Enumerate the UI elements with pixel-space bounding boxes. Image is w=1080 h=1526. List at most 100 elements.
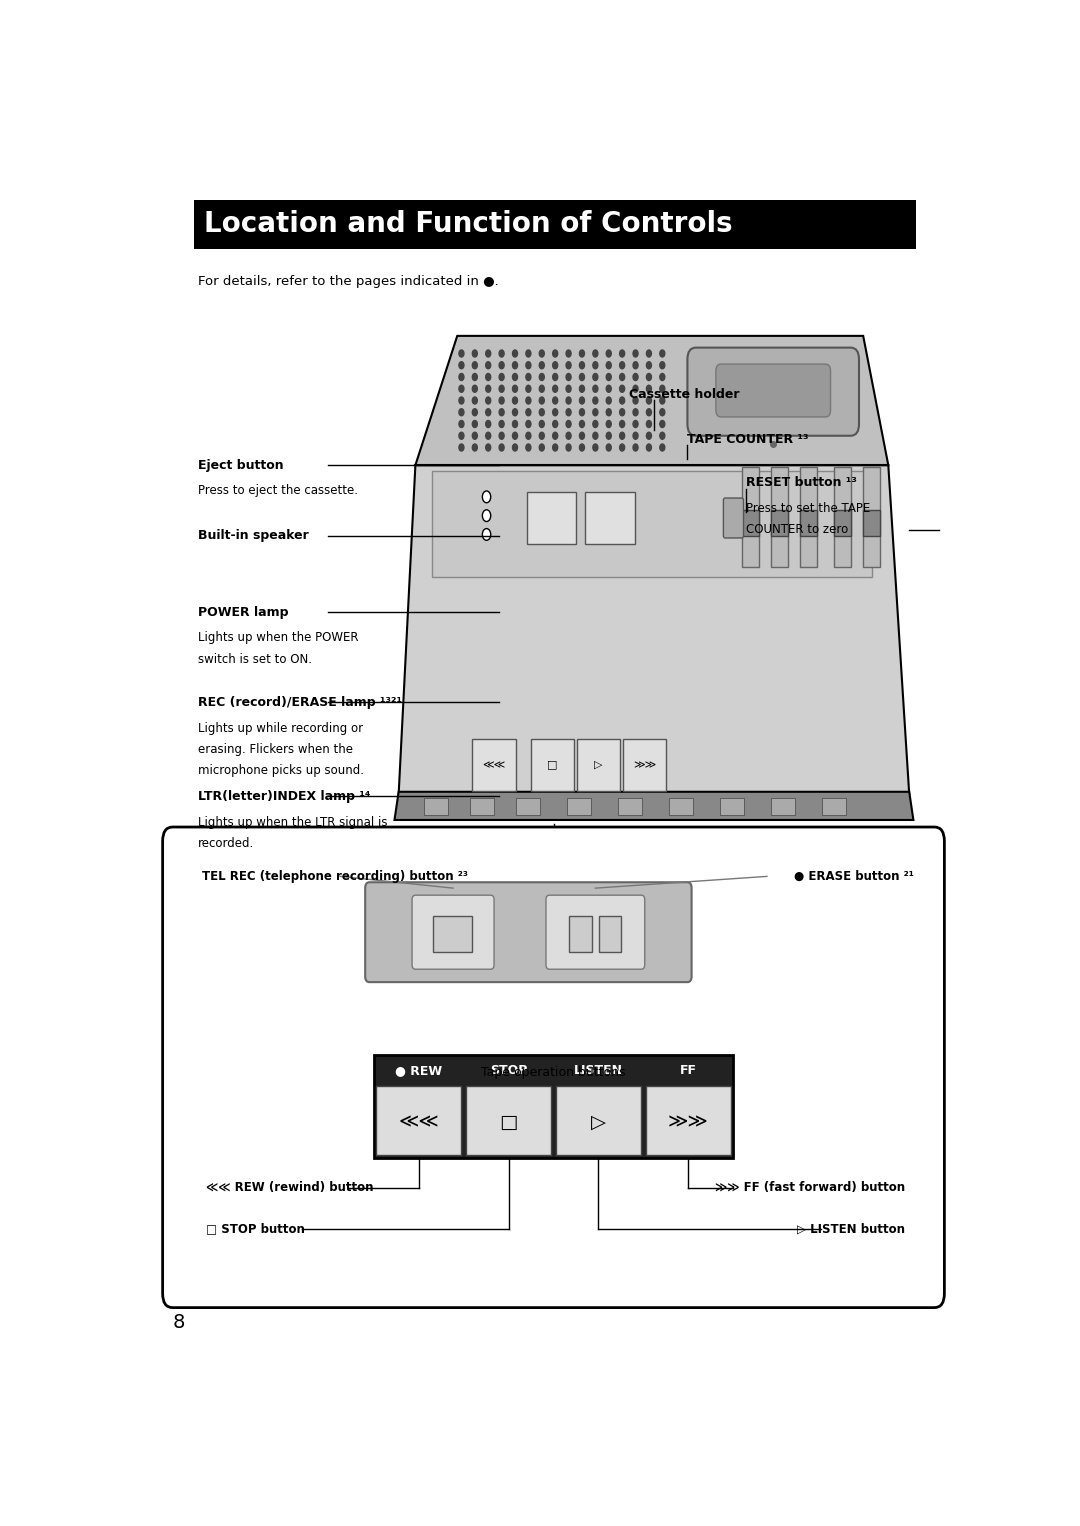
Circle shape (606, 385, 611, 392)
Text: switch is set to ON.: switch is set to ON. (198, 653, 312, 665)
Circle shape (566, 421, 571, 427)
Circle shape (580, 349, 584, 357)
Circle shape (539, 432, 544, 439)
Text: TAPE COUNTER ¹³: TAPE COUNTER ¹³ (688, 433, 809, 446)
Circle shape (606, 444, 611, 452)
Circle shape (580, 362, 584, 369)
Circle shape (606, 374, 611, 380)
Circle shape (472, 421, 477, 427)
Text: □ STOP button: □ STOP button (206, 1222, 305, 1236)
FancyBboxPatch shape (716, 365, 831, 417)
FancyBboxPatch shape (569, 916, 592, 952)
Circle shape (483, 491, 490, 502)
Circle shape (472, 385, 477, 392)
Text: ≪≪: ≪≪ (399, 1112, 438, 1131)
Circle shape (647, 349, 651, 357)
Circle shape (553, 362, 557, 369)
FancyBboxPatch shape (863, 510, 880, 536)
FancyBboxPatch shape (724, 497, 743, 539)
Circle shape (526, 349, 531, 357)
Circle shape (606, 362, 611, 369)
FancyBboxPatch shape (585, 493, 635, 543)
Text: RESET button ¹³: RESET button ¹³ (746, 476, 856, 490)
Circle shape (486, 397, 490, 404)
Bar (670, 798, 692, 815)
Circle shape (499, 397, 504, 404)
Circle shape (472, 362, 477, 369)
Circle shape (499, 349, 504, 357)
Polygon shape (394, 792, 914, 819)
Circle shape (459, 397, 464, 404)
Circle shape (647, 362, 651, 369)
FancyBboxPatch shape (365, 882, 691, 983)
Text: □: □ (499, 1112, 517, 1131)
Text: ● REW: ● REW (395, 1064, 442, 1077)
Circle shape (566, 444, 571, 452)
Circle shape (606, 397, 611, 404)
Circle shape (459, 409, 464, 415)
Circle shape (526, 421, 531, 427)
Circle shape (513, 397, 517, 404)
Circle shape (606, 349, 611, 357)
Circle shape (593, 385, 598, 392)
Circle shape (539, 421, 544, 427)
Circle shape (553, 374, 557, 380)
Text: □: □ (548, 760, 558, 769)
FancyBboxPatch shape (531, 739, 575, 790)
Circle shape (660, 421, 665, 427)
Circle shape (633, 349, 638, 357)
Circle shape (660, 409, 665, 415)
Text: Built-in speaker: Built-in speaker (198, 530, 309, 542)
FancyBboxPatch shape (527, 493, 576, 543)
Circle shape (526, 409, 531, 415)
Circle shape (593, 409, 598, 415)
Circle shape (483, 510, 490, 522)
Circle shape (647, 444, 651, 452)
FancyBboxPatch shape (413, 896, 494, 969)
Circle shape (472, 374, 477, 380)
Circle shape (566, 432, 571, 439)
Text: LTR(letter)INDEX lamp ¹⁴: LTR(letter)INDEX lamp ¹⁴ (198, 790, 370, 803)
Circle shape (620, 432, 624, 439)
Circle shape (486, 444, 490, 452)
FancyBboxPatch shape (623, 739, 666, 790)
Circle shape (513, 421, 517, 427)
Bar (618, 798, 642, 815)
Circle shape (472, 397, 477, 404)
Text: Lights up when the LTR signal is: Lights up when the LTR signal is (198, 816, 388, 829)
Text: LISTEN: LISTEN (573, 1064, 623, 1077)
FancyBboxPatch shape (163, 827, 944, 1308)
Text: REC (record)/ERASE lamp ¹³²¹: REC (record)/ERASE lamp ¹³²¹ (198, 696, 402, 710)
Circle shape (526, 374, 531, 380)
Circle shape (553, 385, 557, 392)
Circle shape (486, 362, 490, 369)
FancyBboxPatch shape (771, 510, 788, 536)
Circle shape (472, 444, 477, 452)
Bar (424, 798, 447, 815)
Circle shape (620, 362, 624, 369)
Text: ▷ LISTEN button: ▷ LISTEN button (797, 1222, 905, 1236)
Circle shape (580, 397, 584, 404)
Circle shape (660, 444, 665, 452)
FancyBboxPatch shape (834, 510, 851, 536)
FancyBboxPatch shape (742, 510, 758, 536)
FancyBboxPatch shape (376, 1085, 461, 1155)
Circle shape (486, 385, 490, 392)
Text: FF: FF (680, 1064, 697, 1077)
Circle shape (660, 385, 665, 392)
FancyBboxPatch shape (467, 1085, 551, 1155)
Circle shape (633, 444, 638, 452)
Bar (567, 798, 591, 815)
Circle shape (499, 421, 504, 427)
Bar (470, 798, 494, 815)
Circle shape (459, 374, 464, 380)
FancyBboxPatch shape (598, 916, 621, 952)
Circle shape (539, 385, 544, 392)
Circle shape (566, 397, 571, 404)
Text: Press to eject the cassette.: Press to eject the cassette. (198, 484, 357, 497)
Circle shape (593, 362, 598, 369)
Circle shape (459, 432, 464, 439)
Text: microphone picks up sound.: microphone picks up sound. (198, 765, 364, 777)
Circle shape (459, 421, 464, 427)
Circle shape (486, 349, 490, 357)
